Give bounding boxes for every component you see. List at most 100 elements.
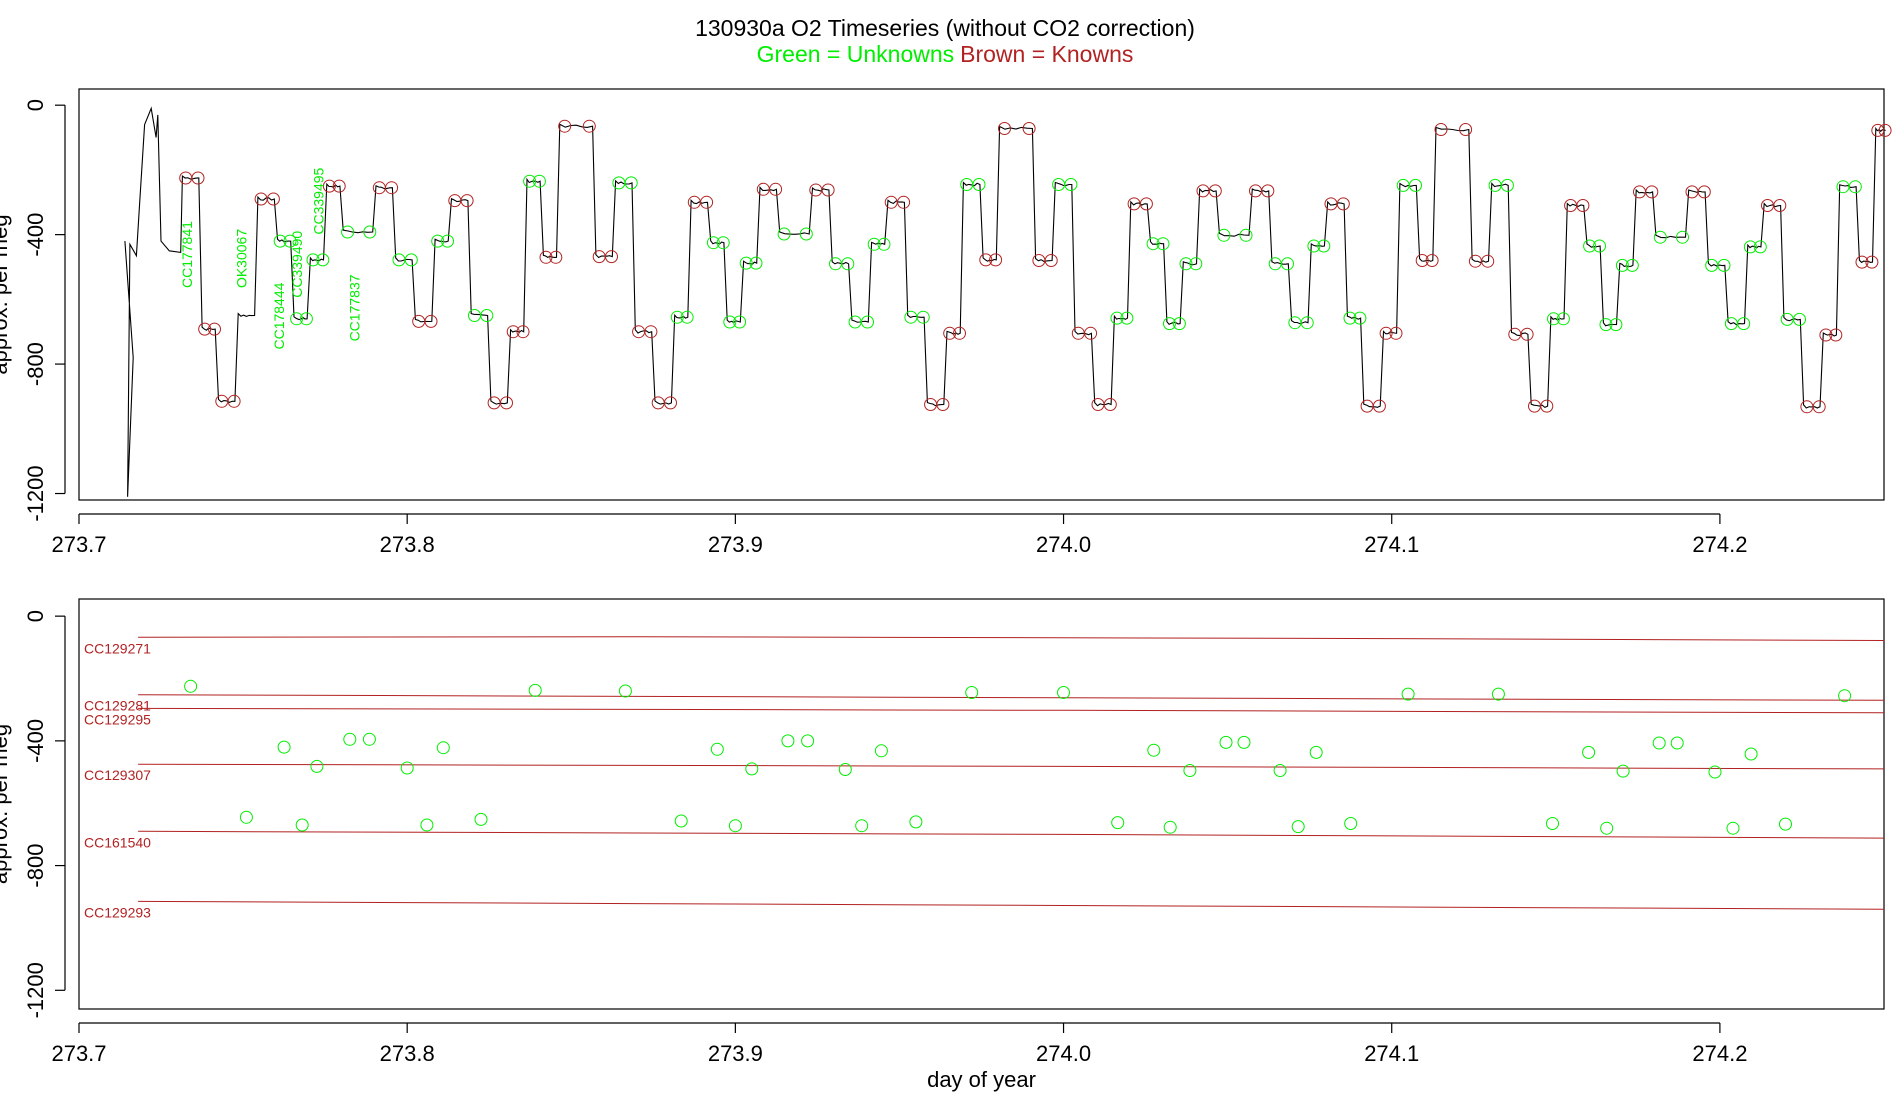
timeseries-panel: 273.7 273.8 273.9 274.0 274.1 274.2 0 -400 -800 -…	[0, 88, 1892, 557]
known-marker	[582, 119, 596, 133]
known-marker	[558, 119, 572, 133]
unknown-point	[1600, 821, 1614, 835]
unknown-marker	[716, 236, 730, 250]
unknown-marker	[1609, 318, 1623, 332]
o2-trace-line	[124, 106, 1886, 497]
known-marker	[1871, 123, 1885, 137]
chart-title: 130930a O2 Timeseries (without CO2 corre…	[695, 15, 1195, 41]
unknown-marker	[1547, 312, 1560, 326]
unknown-marker	[739, 256, 753, 270]
sample-annotation: CC177841	[179, 221, 195, 288]
known-marker	[1697, 185, 1711, 199]
unknown-marker	[316, 253, 330, 267]
known-marker	[632, 325, 646, 339]
unknown-marker	[799, 227, 813, 241]
unknown-marker	[733, 315, 747, 329]
unknown-point	[1582, 745, 1596, 759]
reference-line	[138, 763, 1885, 770]
known-marker	[924, 398, 938, 411]
known-marker	[821, 183, 835, 197]
legend-knowns: Brown = Knowns	[960, 41, 1133, 67]
x-tick-label: 274.2	[1692, 1041, 1747, 1066]
reference-label: CC129307	[84, 767, 151, 783]
x-tick-label: 273.9	[708, 1041, 763, 1066]
sample-annotation: CC339490	[289, 231, 305, 298]
unknown-point	[400, 761, 414, 775]
known-marker	[332, 179, 346, 193]
unknown-point	[965, 686, 979, 699]
unknown-marker	[1120, 311, 1134, 325]
unknown-marker	[1583, 239, 1597, 253]
x-tick-label: 274.1	[1364, 532, 1419, 557]
unknown-marker	[1793, 312, 1806, 326]
reference-line	[138, 900, 1885, 910]
unknown-point	[874, 744, 888, 758]
sample-annotation: CC177837	[347, 274, 363, 341]
known-marker	[664, 396, 677, 410]
unknown-marker	[1281, 257, 1294, 271]
unknown-point	[1309, 745, 1323, 759]
known-marker	[979, 253, 993, 267]
unknown-marker	[273, 234, 287, 248]
known-marker	[208, 322, 221, 336]
known-marker	[549, 250, 563, 264]
known-marker	[998, 122, 1011, 135]
known-marker	[1829, 328, 1843, 342]
unknown-marker	[341, 225, 355, 239]
sample-annotation: CC339495	[310, 167, 326, 234]
unknown-point	[1147, 743, 1161, 757]
unknown-point	[855, 819, 869, 833]
known-marker	[1261, 184, 1275, 198]
legend-unknowns: Green = Unknowns	[757, 41, 955, 67]
unknown-point	[1838, 689, 1852, 703]
unknown-point	[1491, 687, 1505, 701]
known-marker	[266, 192, 280, 206]
reference-line	[138, 830, 1885, 839]
known-marker	[605, 250, 618, 264]
plot-frame	[78, 598, 1885, 1010]
unknown-point	[674, 814, 688, 828]
x-tick-label: 273.7	[51, 532, 106, 557]
unknown-marker	[532, 174, 546, 188]
known-marker	[1855, 255, 1869, 269]
known-marker	[506, 325, 520, 339]
plot-frame	[78, 88, 1885, 501]
known-marker	[936, 398, 950, 411]
known-marker	[1389, 326, 1403, 340]
unknown-point	[1273, 764, 1287, 777]
unknown-marker	[1625, 258, 1639, 272]
unknown-point	[310, 759, 324, 773]
unknowns-panel: 273.7 273.8 273.9 274.0 274.1 274.2 0 -400 -800 -…	[0, 598, 1885, 1092]
unknown-marker	[441, 234, 454, 248]
unknown-point	[420, 818, 434, 832]
known-marker	[943, 326, 957, 340]
unknown-marker	[861, 315, 874, 329]
reference-label: CC129293	[84, 904, 151, 920]
reference-label: CC129271	[84, 640, 151, 656]
unknown-marker	[1556, 312, 1570, 326]
unknown-point	[1616, 764, 1630, 778]
known-marker	[1878, 123, 1892, 137]
known-marker	[1139, 197, 1153, 211]
x-tick-label: 273.7	[51, 1041, 106, 1066]
unknown-marker	[723, 315, 737, 329]
x-tick-label: 273.8	[380, 532, 435, 557]
y-tick-label: -400	[23, 213, 48, 257]
reference-line	[138, 707, 1885, 714]
unknown-marker	[299, 312, 313, 326]
unknown-marker	[1599, 318, 1613, 332]
known-marker	[1633, 185, 1646, 199]
known-marker	[769, 182, 783, 196]
x-axis-label: day of year	[927, 1067, 1036, 1092]
unknown-marker	[1615, 258, 1629, 272]
y-tick-label: 0	[23, 99, 48, 111]
unknown-point	[362, 732, 376, 746]
known-marker	[1520, 327, 1534, 341]
unknown-point	[1670, 736, 1684, 750]
x-tick-label: 274.2	[1692, 532, 1747, 557]
x-tick-label: 274.0	[1036, 532, 1091, 557]
sample-annotation: OK30067	[233, 229, 249, 288]
known-marker	[1372, 399, 1386, 413]
known-marker	[644, 325, 658, 339]
unknown-point	[1057, 686, 1070, 699]
